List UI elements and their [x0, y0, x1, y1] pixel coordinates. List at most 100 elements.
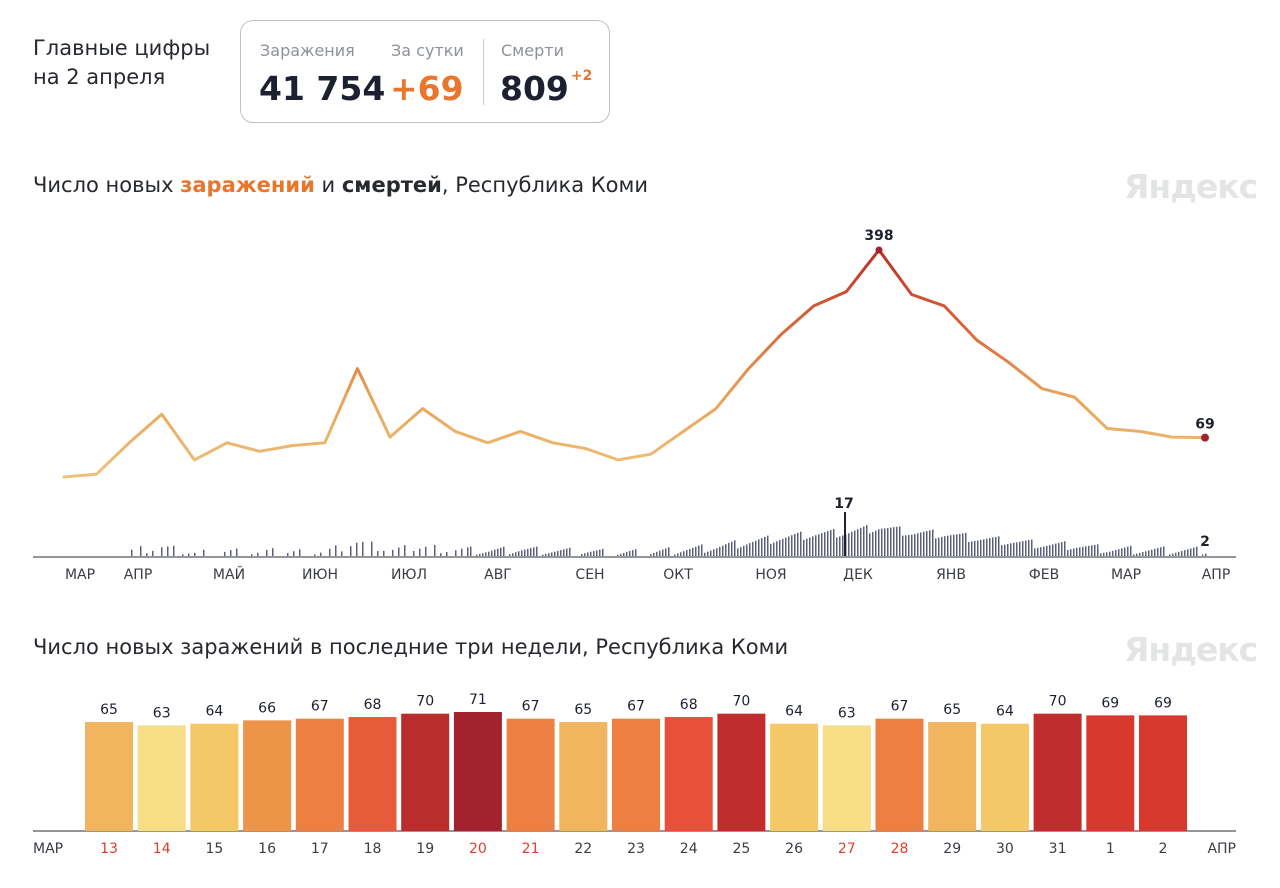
death-bar: [1181, 550, 1183, 556]
death-bar: [335, 545, 337, 556]
death-bar: [884, 528, 886, 556]
death-bar: [1010, 543, 1012, 556]
death-bar: [878, 529, 880, 556]
death-bar: [398, 547, 400, 556]
bar: [770, 723, 819, 831]
death-bar: [392, 549, 394, 556]
death-bar: [833, 529, 835, 556]
death-bar: [800, 531, 802, 556]
x-tick-label: АПР: [1202, 567, 1231, 583]
death-bar: [182, 554, 184, 556]
death-bar: [530, 548, 532, 556]
death-bar: [893, 527, 895, 556]
x-tick-label: ДЕК: [843, 567, 873, 583]
bar-value-label: 65: [943, 702, 961, 718]
chart1-title-post: , Республика Коми: [441, 173, 649, 197]
death-bar: [1094, 544, 1096, 556]
death-bar: [377, 550, 379, 556]
death-bar: [713, 549, 715, 556]
x-tick-label: АПР: [124, 567, 153, 583]
death-bar: [1157, 548, 1159, 556]
death-bar: [554, 551, 556, 556]
axis-end-label: АПР: [1207, 841, 1236, 857]
death-bar: [503, 546, 505, 556]
death-bar: [1124, 547, 1126, 556]
death-bar: [827, 531, 829, 556]
death-bar: [1082, 546, 1084, 556]
death-bar: [1118, 549, 1120, 556]
death-bar: [758, 539, 760, 556]
death-bar: [293, 551, 295, 556]
death-bar: [812, 536, 814, 556]
death-bar: [548, 553, 550, 556]
death-bar: [560, 550, 562, 556]
bar: [453, 712, 502, 831]
death-bar: [230, 550, 232, 556]
death-bar: [1085, 546, 1087, 556]
death-bar: [623, 552, 625, 556]
death-bar: [851, 531, 853, 556]
death-bar: [941, 536, 943, 556]
death-bar: [1109, 551, 1111, 556]
death-bar: [485, 552, 487, 556]
death-peak-label: 17: [834, 496, 853, 512]
death-bar: [434, 544, 436, 556]
death-bar: [470, 546, 472, 556]
death-bar: [320, 552, 322, 556]
death-bar: [725, 544, 727, 556]
death-bar: [968, 541, 970, 556]
death-bar: [1031, 539, 1033, 556]
x-tick-label: 16: [258, 841, 276, 857]
death-bar: [146, 553, 148, 556]
bar: [559, 722, 608, 831]
death-bar: [1019, 541, 1021, 556]
death-bar: [509, 554, 511, 556]
death-bar: [461, 548, 463, 556]
death-bar: [692, 547, 694, 556]
death-bar: [188, 553, 190, 556]
death-bar-peak: [844, 512, 846, 556]
death-bar: [1163, 546, 1165, 556]
death-bar: [482, 553, 484, 556]
death-bar: [467, 547, 469, 556]
death-bar: [788, 536, 790, 556]
death-bar: [746, 544, 748, 556]
death-bar: [1148, 550, 1150, 556]
death-bar: [299, 549, 301, 556]
death-bar: [830, 530, 832, 556]
death-bar: [494, 549, 496, 556]
death-bar: [689, 548, 691, 556]
death-bar: [272, 548, 274, 556]
death-bar: [236, 548, 238, 556]
headline-line1: Главные цифры: [33, 36, 211, 60]
death-bar: [356, 542, 358, 556]
death-bar: [203, 549, 205, 556]
stats-card: Заражения 41 754 За сутки +69 Смерти 809…: [240, 20, 610, 123]
death-bar: [866, 525, 868, 556]
bar-value-label: 63: [153, 705, 171, 721]
bar-value-label: 67: [522, 699, 540, 715]
chart2: 6513631464156616671768187019712067216522…: [33, 692, 1236, 857]
death-bar: [440, 553, 442, 556]
death-bar: [965, 532, 967, 556]
x-tick-label: 31: [1049, 841, 1067, 857]
death-bar: [455, 550, 457, 556]
bar: [401, 713, 450, 831]
death-bar: [1052, 544, 1054, 556]
death-bar: [635, 549, 637, 556]
death-bar: [557, 550, 559, 556]
death-bar: [665, 548, 667, 556]
death-bar: [1106, 552, 1108, 556]
death-bar: [959, 533, 961, 556]
bar: [506, 718, 555, 831]
death-bar: [656, 551, 658, 556]
death-bar: [524, 549, 526, 556]
bar: [875, 718, 924, 831]
bar-value-label: 64: [205, 704, 223, 720]
death-bar: [1196, 546, 1198, 556]
death-bar: [974, 540, 976, 556]
death-bar: [1043, 546, 1045, 556]
death-bar: [668, 547, 670, 556]
death-bar: [875, 530, 877, 556]
bar: [1033, 713, 1082, 831]
